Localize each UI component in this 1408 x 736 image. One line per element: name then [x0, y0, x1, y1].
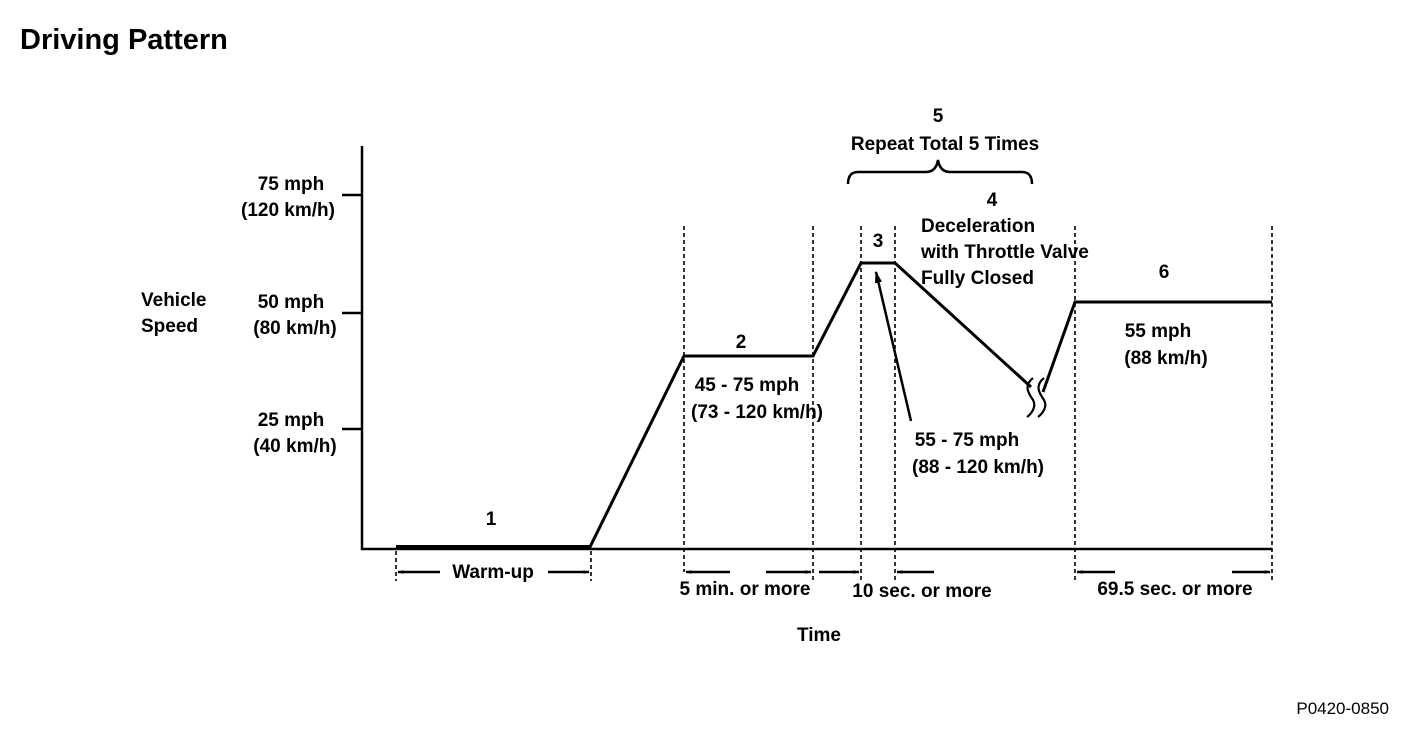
step-6-duration: 69.5 sec. or more: [1097, 579, 1252, 600]
step-3-speed-kmh: (88 - 120 km/h): [912, 457, 1044, 478]
y-tick-label-50-kmh: (80 km/h): [253, 318, 336, 339]
page-title: Driving Pattern: [20, 24, 228, 56]
phase-guides: [395, 226, 1273, 581]
step-5-label: Repeat Total 5 Times: [851, 134, 1039, 155]
y-tick-label-75-mph: 75 mph: [258, 174, 325, 195]
x-axis-label: Time: [797, 625, 841, 646]
y-tick-label-50-mph: 50 mph: [258, 292, 325, 313]
speed-profile-main: [587, 261, 1033, 550]
repeat-brace: [846, 159, 1034, 185]
step-3-duration: 10 sec. or more: [852, 581, 991, 602]
figure-code: P0420-0850: [1296, 699, 1389, 718]
y-tick-label-75-kmh: (120 km/h): [241, 200, 335, 221]
step-4-line2: with Throttle Valve: [920, 242, 1089, 263]
step-3-speed-mph: 55 - 75 mph: [915, 430, 1020, 451]
step-2-number: 2: [736, 332, 747, 353]
step-4-line3: Fully Closed: [921, 268, 1034, 289]
step-2-speed-kmh: (73 - 120 km/h): [691, 402, 823, 423]
step-3-number: 3: [873, 231, 884, 252]
y-axis-label-line2: Speed: [141, 316, 198, 337]
step-2-duration: 5 min. or more: [680, 579, 811, 600]
break-icon-2: [1037, 377, 1047, 418]
step-4-number: 4: [987, 190, 998, 211]
y-tick-label-25-kmh: (40 km/h): [253, 436, 336, 457]
step-4-line1: Deceleration: [921, 216, 1035, 237]
speed-profile-step6: [1041, 300, 1272, 393]
step-6-number: 6: [1159, 262, 1170, 283]
step-2-speed-mph: 45 - 75 mph: [695, 375, 800, 396]
break-icon: [1026, 377, 1036, 418]
step-6-speed-mph: 55 mph: [1125, 321, 1192, 342]
step-1-duration: Warm-up: [452, 562, 534, 583]
step3-pointer-arrow: [874, 270, 913, 422]
step-1-number: 1: [486, 509, 497, 530]
y-tick-label-25-mph: 25 mph: [258, 410, 325, 431]
step-6-speed-kmh: (88 km/h): [1124, 348, 1207, 369]
step-5-number: 5: [933, 106, 944, 127]
y-axis-label-line1: Vehicle: [141, 290, 207, 311]
